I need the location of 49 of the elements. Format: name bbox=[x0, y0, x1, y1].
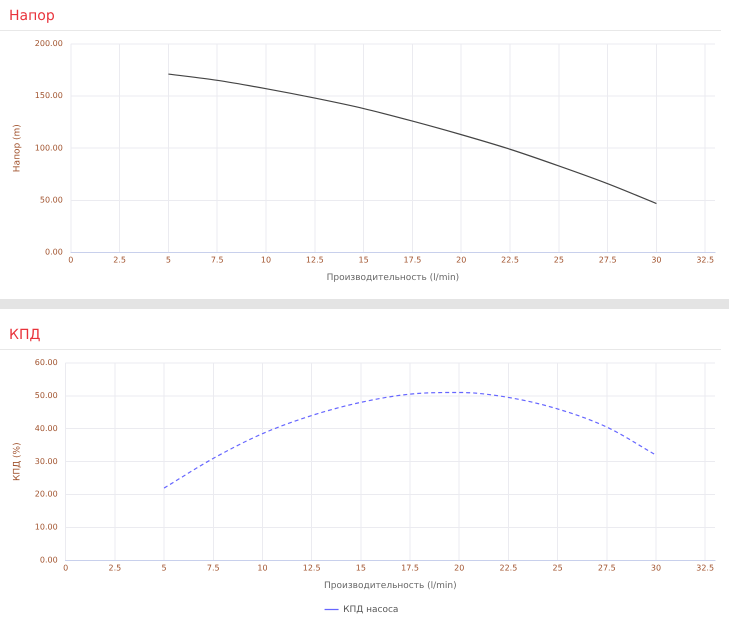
y-tick-label: 0.00 bbox=[40, 556, 58, 565]
x-axis-title: Производительность (l/min) bbox=[324, 580, 457, 591]
x-tick-label: 25 bbox=[552, 563, 563, 572]
legend-label: КПД насоса bbox=[343, 604, 398, 615]
x-tick-label: 22.5 bbox=[500, 563, 518, 572]
x-tick-label: 15 bbox=[356, 563, 366, 572]
y-tick-label: 100.00 bbox=[34, 143, 63, 152]
x-tick-label: 17.5 bbox=[404, 255, 422, 264]
x-tick-label: 0 bbox=[68, 255, 74, 264]
x-tick-label: 7.5 bbox=[210, 255, 224, 264]
line-series bbox=[163, 392, 657, 489]
y-tick-label: 200.00 bbox=[34, 38, 63, 48]
y-axis-title: КПД (%) bbox=[12, 442, 23, 482]
line-series bbox=[168, 73, 658, 204]
x-tick-label: 20 bbox=[454, 563, 464, 572]
y-axis-title: Напор (m) bbox=[12, 124, 23, 172]
x-tick-label: 10 bbox=[257, 563, 268, 572]
x-tick-label: 32.5 bbox=[696, 255, 714, 264]
x-tick-label: 2.5 bbox=[108, 563, 122, 572]
x-tick-label: 15 bbox=[358, 255, 369, 264]
x-tick-label: 0 bbox=[63, 563, 68, 572]
x-tick-label: 12.5 bbox=[302, 563, 321, 572]
x-tick-label: 27.5 bbox=[598, 255, 617, 264]
x-tick-label: 30 bbox=[650, 563, 662, 572]
y-tick-label: 10.00 bbox=[34, 522, 58, 532]
x-tick-label: 27.5 bbox=[598, 563, 616, 572]
x-tick-label: 20 bbox=[456, 255, 466, 264]
x-axis-title: Производительность (l/min) bbox=[326, 272, 460, 283]
y-tick-label: 20.00 bbox=[34, 490, 58, 499]
x-tick-label: 12.5 bbox=[306, 255, 324, 264]
x-tick-label: 7.5 bbox=[206, 563, 220, 572]
x-tick-label: 5 bbox=[162, 563, 167, 572]
y-tick-label: 30.00 bbox=[34, 456, 58, 466]
chart-title: Напор bbox=[0, 0, 721, 31]
y-tick-label: 60.00 bbox=[34, 358, 58, 367]
x-tick-label: 32.5 bbox=[696, 563, 714, 572]
x-tick-label: 25 bbox=[554, 255, 564, 264]
x-tick-label: 10 bbox=[260, 255, 272, 264]
y-tick-label: 40.00 bbox=[34, 424, 58, 433]
x-tick-label: 30 bbox=[651, 255, 662, 264]
y-tick-label: 0.00 bbox=[44, 248, 63, 257]
y-tick-label: 50.00 bbox=[40, 195, 63, 204]
chart-title: КПД bbox=[0, 319, 721, 350]
x-tick-label: 17.5 bbox=[401, 563, 419, 572]
y-tick-label: 50.00 bbox=[34, 390, 58, 400]
y-tick-label: 150.00 bbox=[34, 91, 63, 100]
x-tick-label: 5 bbox=[166, 255, 171, 264]
x-tick-label: 2.5 bbox=[113, 255, 126, 264]
x-tick-label: 22.5 bbox=[501, 255, 519, 264]
